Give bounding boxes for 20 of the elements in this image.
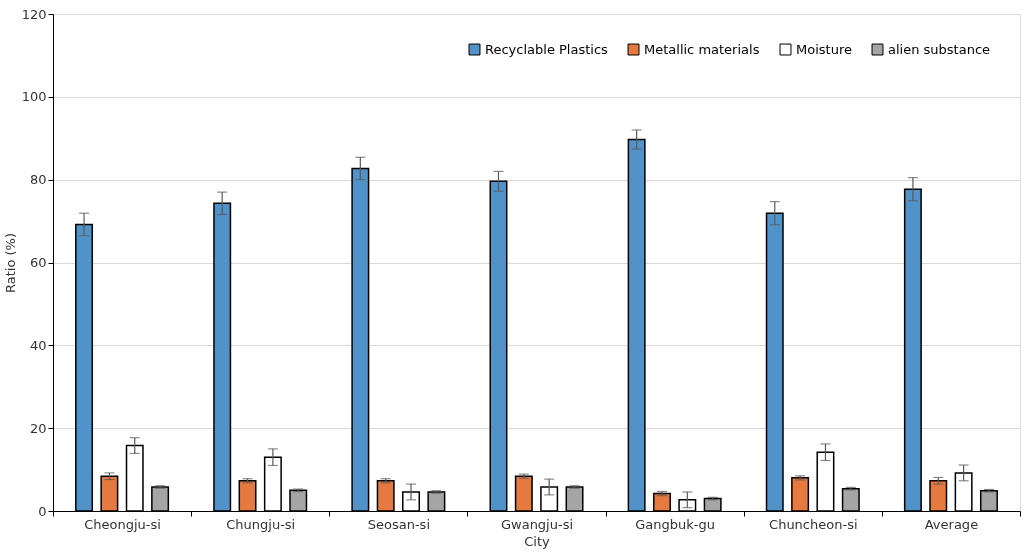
x-tick-label: Cheongju-si [84,516,161,532]
x-tick-label: Average [924,516,979,532]
x-tick-label: Chuncheon-si [769,516,858,532]
x-tick-label: Gwangju-si [500,516,574,532]
y-tick-label: 120 [21,6,47,22]
legend-label: Moisture [796,41,852,57]
x-tick-label: Seosan-si [367,516,430,532]
x-tick-label: Gangbuk-gu [635,516,716,532]
y-tick-label: 80 [29,172,47,188]
y-tick-label: 60 [29,255,47,270]
legend-label: Metallic materials [644,41,760,57]
x-axis-title: City [524,533,551,549]
y-tick-label: 100 [21,89,47,105]
y-tick-label: 0 [38,503,47,519]
x-tick-label: Chungju-si [226,516,296,532]
y-tick-label: 40 [29,337,47,353]
y-tick-label: 20 [29,420,47,436]
legend-label: alien substance [888,41,991,57]
legend-label: Recyclable Plastics [485,41,609,57]
y-axis-title: Ratio (%) [2,232,18,294]
